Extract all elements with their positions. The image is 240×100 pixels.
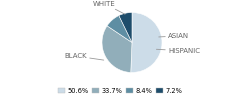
Legend: 50.6%, 33.7%, 8.4%, 7.2%: 50.6%, 33.7%, 8.4%, 7.2% (55, 85, 185, 97)
Text: ASIAN: ASIAN (159, 33, 189, 39)
Wedge shape (131, 12, 162, 72)
Wedge shape (102, 26, 132, 72)
Text: HISPANIC: HISPANIC (156, 48, 200, 54)
Text: BLACK: BLACK (64, 53, 104, 60)
Text: WHITE: WHITE (93, 0, 125, 14)
Wedge shape (107, 16, 132, 42)
Wedge shape (119, 12, 132, 42)
